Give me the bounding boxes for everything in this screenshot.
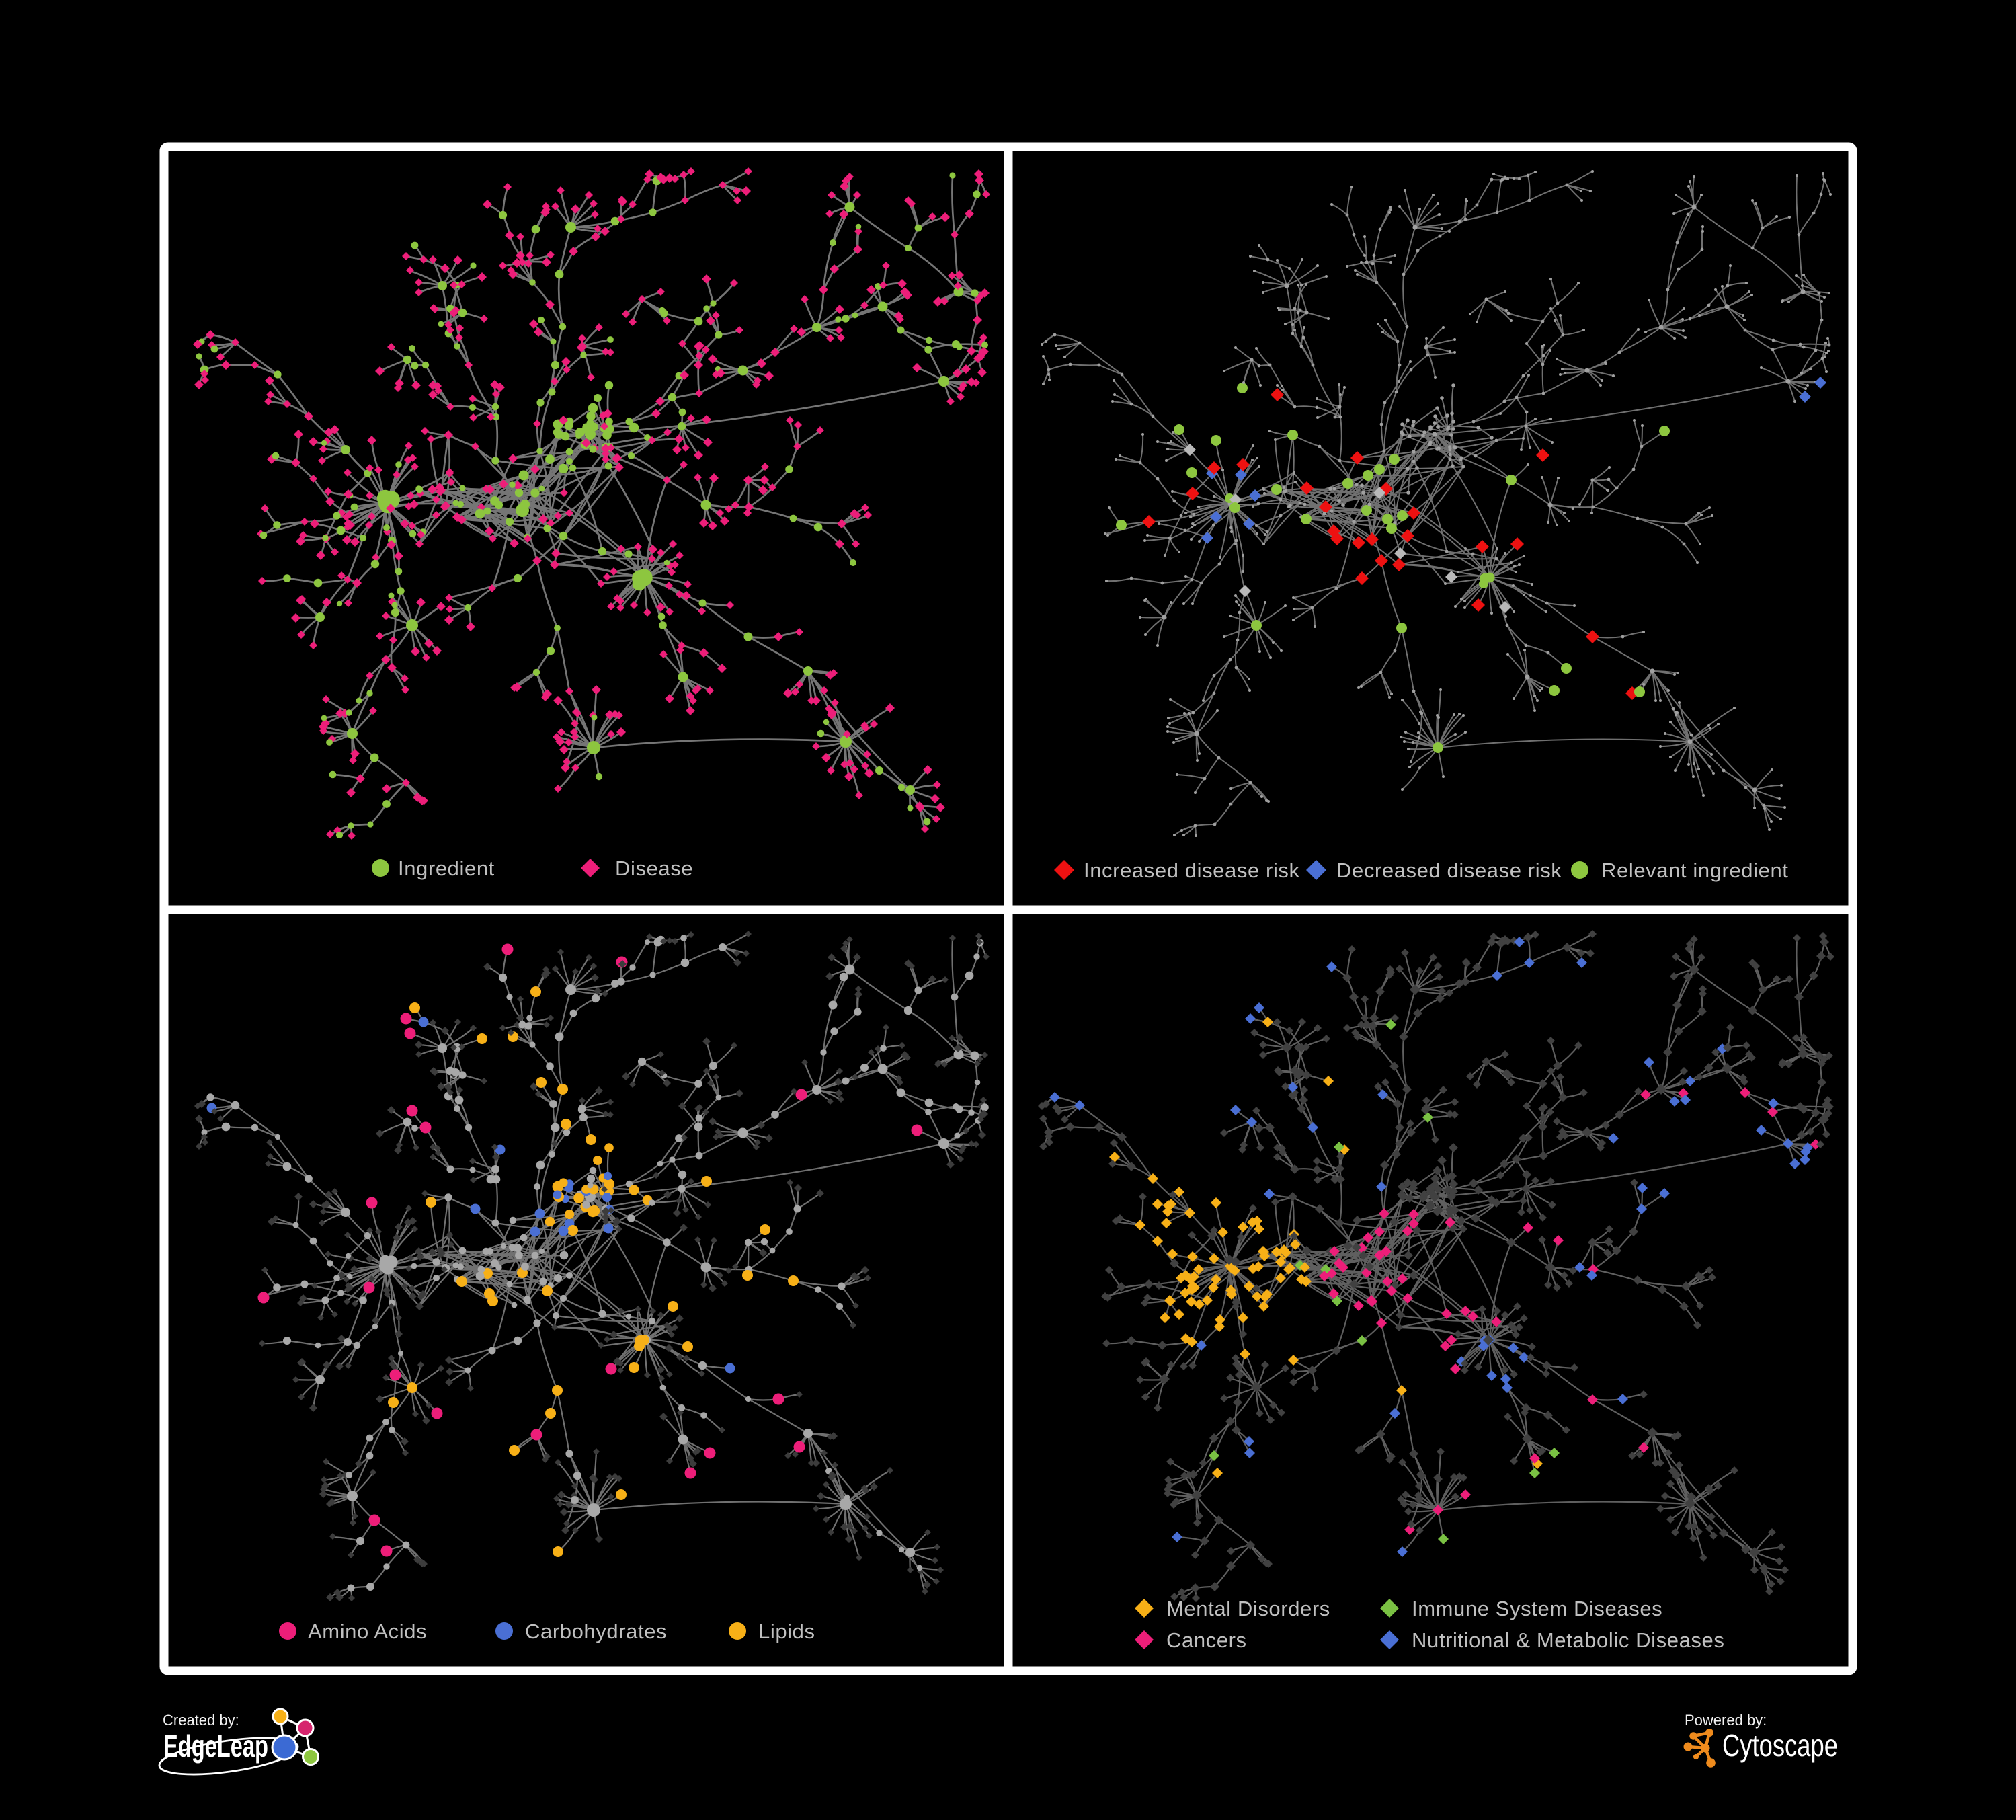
svg-text:Immune System Diseases: Immune System Diseases <box>1412 1597 1662 1620</box>
svg-text:Lipids: Lipids <box>758 1620 815 1643</box>
svg-text:Cytoscape: Cytoscape <box>1722 1728 1838 1763</box>
svg-text:Increased disease risk: Increased disease risk <box>1084 859 1300 882</box>
svg-text:Created by:: Created by: <box>163 1712 239 1729</box>
svg-text:EdgeLeap: EdgeLeap <box>163 1729 268 1764</box>
svg-text:Cancers: Cancers <box>1166 1628 1247 1652</box>
svg-text:Disease: Disease <box>615 857 693 880</box>
svg-text:Carbohydrates: Carbohydrates <box>525 1620 667 1643</box>
svg-text:Mental Disorders: Mental Disorders <box>1166 1597 1330 1620</box>
svg-text:Ingredient: Ingredient <box>398 857 495 880</box>
svg-text:Nutritional & Metabolic Diseas: Nutritional & Metabolic Diseases <box>1412 1628 1724 1652</box>
svg-text:Relevant ingredient: Relevant ingredient <box>1601 859 1789 882</box>
svg-text:Decreased disease risk: Decreased disease risk <box>1336 859 1562 882</box>
svg-text:Powered by:: Powered by: <box>1685 1712 1767 1729</box>
svg-text:Amino Acids: Amino Acids <box>308 1620 427 1643</box>
